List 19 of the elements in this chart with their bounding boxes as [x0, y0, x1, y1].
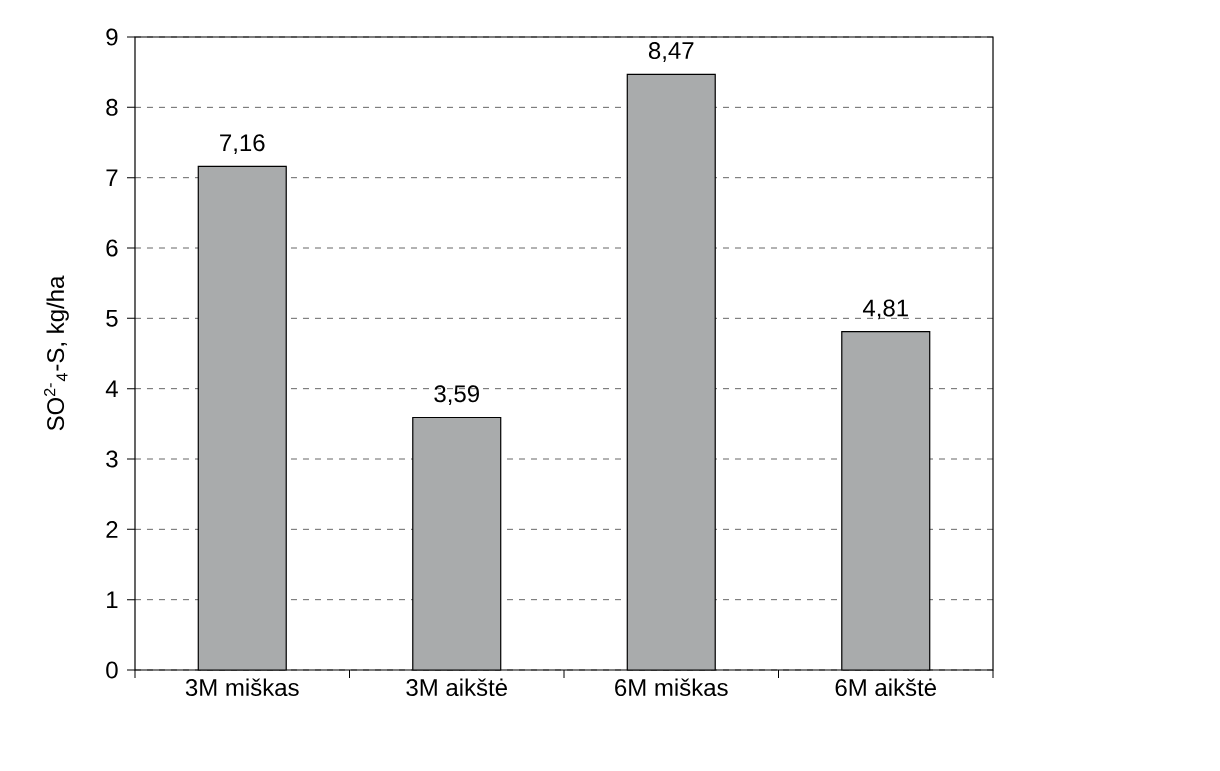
x-tick-label: 3M aikštė — [406, 678, 507, 697]
data-label: 4,81 — [862, 299, 908, 320]
x-tick-label: 3M miškas — [185, 678, 299, 697]
y-tick-label: 2 — [106, 520, 118, 538]
y-tick-label: 6 — [106, 239, 118, 257]
y-tick-label: 8 — [106, 98, 118, 116]
y-tick-label: 0 — [106, 661, 118, 679]
y-tick-label: 5 — [106, 309, 118, 327]
y-tick-label: 7 — [106, 169, 118, 186]
y-axis-title: SO$^{2-}$$_{4}$-S, kg/ha — [44, 275, 69, 431]
y-tick-label: 9 — [106, 28, 118, 46]
y-tick-label: 4 — [105, 380, 118, 397]
y-tick-label: 1 — [107, 591, 118, 608]
data-label: 3,59 — [434, 385, 479, 406]
y-tick-label: 3 — [106, 450, 118, 468]
x-tick-label: 6M miškas — [615, 678, 728, 697]
data-label: 8,47 — [648, 42, 694, 62]
x-tick-label: 6M aikštė — [835, 678, 936, 697]
data-label: 7,16 — [220, 134, 265, 155]
